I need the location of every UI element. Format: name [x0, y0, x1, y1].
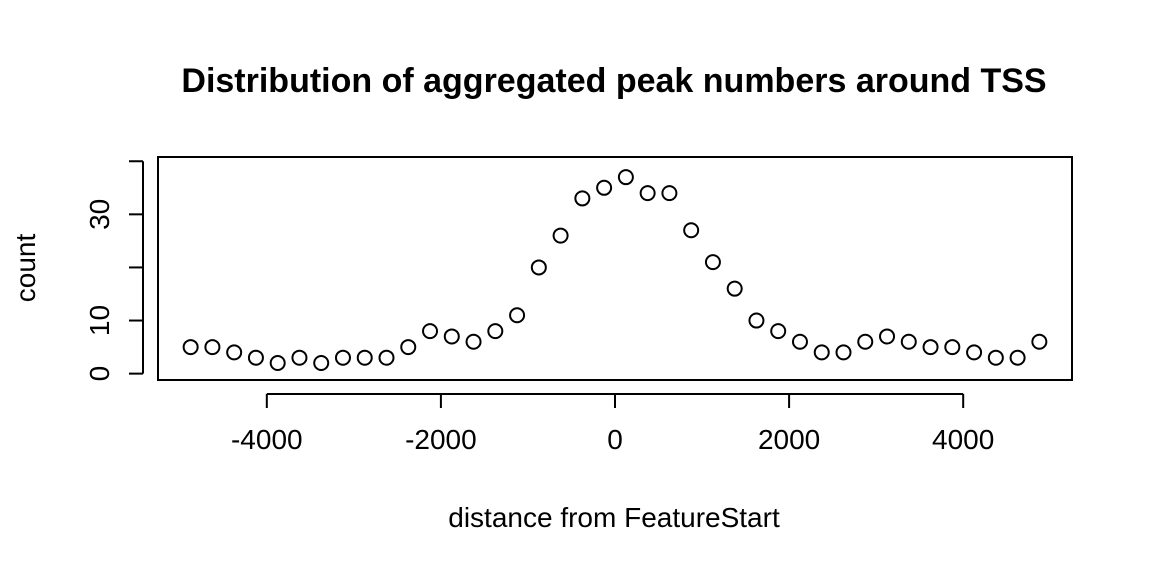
data-point	[313, 355, 330, 372]
data-point	[574, 190, 591, 207]
x-tick-label: 4000	[932, 424, 994, 455]
data-point	[1031, 333, 1048, 350]
data-point	[987, 349, 1004, 366]
data-point	[400, 339, 417, 356]
y-tick-label: 0	[84, 366, 115, 382]
data-point	[857, 333, 874, 350]
plot-frame	[157, 156, 1073, 381]
data-point	[770, 323, 787, 340]
data-point	[639, 185, 656, 202]
data-point	[683, 222, 700, 239]
data-point	[356, 349, 373, 366]
data-point	[378, 349, 395, 366]
data-point	[922, 339, 939, 356]
data-point	[748, 312, 765, 329]
data-point	[247, 349, 264, 366]
data-point	[226, 344, 243, 361]
data-point	[966, 344, 983, 361]
x-tick-label: 2000	[758, 424, 820, 455]
y-tick-label: 10	[84, 305, 115, 336]
data-point	[1009, 349, 1026, 366]
x-tick-label: -4000	[231, 424, 303, 455]
data-point	[813, 344, 830, 361]
chart-title: Distribution of aggregated peak numbers …	[181, 62, 1046, 100]
data-points	[182, 169, 1048, 372]
data-point	[617, 169, 634, 186]
data-point	[726, 280, 743, 297]
data-point	[944, 339, 961, 356]
y-axis-label: count	[10, 234, 41, 303]
x-tick-label: 0	[607, 424, 623, 455]
data-point	[509, 307, 526, 324]
x-axis: -4000 -2000 0 2000 4000	[231, 393, 994, 455]
data-point	[422, 323, 439, 340]
data-point	[269, 355, 286, 372]
data-point	[291, 349, 308, 366]
data-point	[204, 339, 221, 356]
y-axis: 0 10 30	[84, 160, 144, 382]
data-point	[596, 179, 613, 196]
data-point	[182, 339, 199, 356]
data-point	[552, 227, 569, 244]
y-tick-label: 30	[84, 199, 115, 230]
data-point	[334, 349, 351, 366]
data-point	[443, 328, 460, 345]
data-point	[704, 254, 721, 271]
x-axis-label: distance from FeatureStart	[448, 502, 780, 533]
data-point	[791, 333, 808, 350]
data-point	[835, 344, 852, 361]
data-point	[661, 185, 678, 202]
data-point	[465, 333, 482, 350]
data-point	[879, 328, 896, 345]
data-point	[487, 323, 504, 340]
data-point	[530, 259, 547, 276]
x-tick-label: -2000	[405, 424, 477, 455]
data-point	[900, 333, 917, 350]
